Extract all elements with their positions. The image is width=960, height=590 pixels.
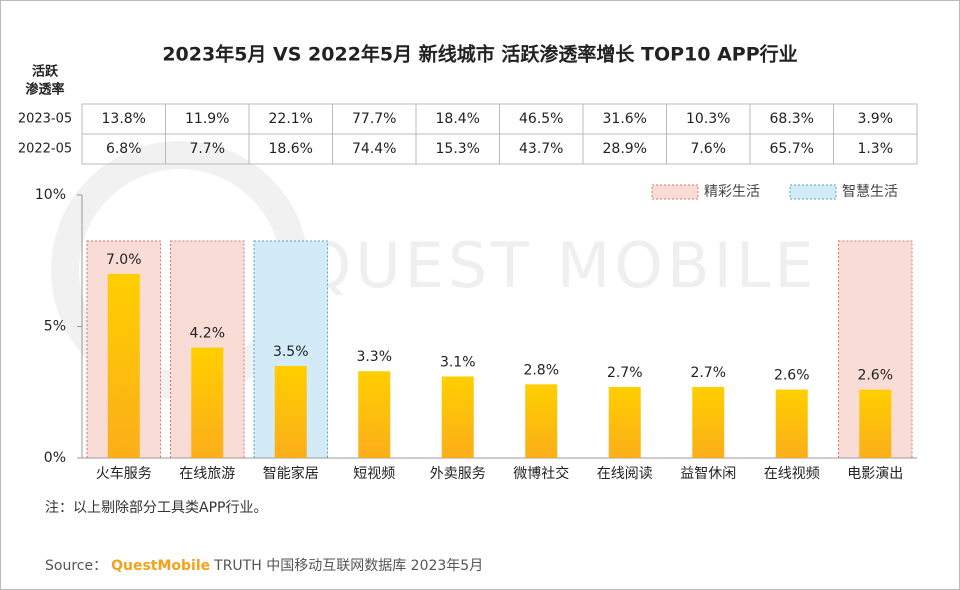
cell-text: 7.7%	[189, 141, 225, 157]
source: Source： QuestMobile TRUTH 中国移动互联网数据库 2023年…	[45, 558, 483, 574]
table-cell	[833, 133, 918, 165]
x-tick-label: 在线阅读	[597, 465, 653, 482]
x-tick-label: 益智休闲	[680, 466, 736, 482]
source-text: TRUTH 中国移动互联网数据库 2023年5月	[213, 558, 483, 574]
cell-text: 7.6%	[690, 141, 726, 157]
table-header: 活跃	[32, 64, 59, 80]
x-tick-label: 火车服务	[96, 465, 152, 482]
x-tick-label: 微博社交	[513, 465, 569, 482]
legend-swatch	[789, 184, 837, 200]
y-tick-label: 0%	[44, 450, 66, 466]
value-label: 3.5%	[273, 344, 309, 360]
watermark: QUEST MOBILE	[302, 229, 817, 302]
bar	[775, 389, 808, 458]
chart-title: 2023年5月 VS 2022年5月 新线城市 活跃渗透率增长 TOP10 AP…	[162, 43, 797, 66]
cell-text: 18.6%	[269, 141, 313, 157]
cell-text: 6.8%	[106, 141, 142, 157]
note: 注：以上剔除部分工具类APP行业。	[45, 500, 267, 516]
y-tick-label: 5%	[44, 319, 66, 335]
legend-swatch	[651, 184, 699, 200]
bar	[107, 273, 140, 458]
x-tick-label: 电影演出	[847, 466, 903, 482]
cell-text: 77.7%	[352, 111, 396, 127]
value-label: 2.6%	[857, 368, 893, 384]
x-tick-label: 外卖服务	[430, 466, 486, 482]
source-brand: QuestMobile	[111, 558, 210, 574]
bar	[859, 389, 892, 458]
value-label: 2.7%	[690, 365, 726, 381]
bar	[191, 347, 224, 458]
row-label: 2023-05	[18, 112, 72, 127]
value-label: 4.2%	[189, 326, 225, 342]
cell-text: 13.8%	[102, 111, 146, 127]
table-header: 渗透率	[25, 82, 64, 98]
cell-text: 65.7%	[770, 141, 814, 157]
legend-label: 精彩生活	[704, 184, 760, 200]
value-label: 2.6%	[774, 368, 810, 384]
cell-text: 46.5%	[519, 111, 563, 127]
x-tick-label: 在线视频	[764, 466, 820, 482]
value-label: 3.1%	[440, 354, 476, 370]
bar	[358, 371, 391, 458]
cell-text: 31.6%	[603, 111, 647, 127]
x-tick-label: 在线旅游	[179, 466, 235, 482]
value-label: 2.8%	[523, 362, 559, 378]
cell-text: 18.4%	[436, 111, 480, 127]
cell-text: 15.3%	[436, 141, 480, 157]
bar	[525, 384, 558, 458]
legend-label: 智慧生活	[842, 184, 898, 200]
cell-text: 10.3%	[686, 111, 730, 127]
x-tick-label: 智能家居	[263, 465, 319, 482]
bar	[441, 376, 474, 458]
y-tick-label: 10%	[35, 187, 66, 203]
bar	[274, 365, 307, 458]
cell-text: 28.9%	[603, 141, 647, 157]
bar	[692, 386, 725, 458]
cell-text: 1.3%	[857, 141, 893, 157]
cell-text: 68.3%	[770, 111, 814, 127]
cell-text: 74.4%	[352, 141, 396, 157]
source-label: Source：	[45, 558, 107, 574]
bar	[608, 386, 641, 458]
cell-text: 11.9%	[185, 111, 229, 127]
cell-text: 3.9%	[857, 111, 893, 127]
row-label: 2022-05	[18, 142, 72, 157]
value-label: 2.7%	[607, 365, 643, 381]
value-label: 7.0%	[106, 252, 142, 268]
x-tick-label: 短视频	[353, 466, 395, 482]
cell-text: 22.1%	[269, 111, 313, 127]
cell-text: 43.7%	[519, 141, 563, 157]
value-label: 3.3%	[356, 349, 392, 365]
